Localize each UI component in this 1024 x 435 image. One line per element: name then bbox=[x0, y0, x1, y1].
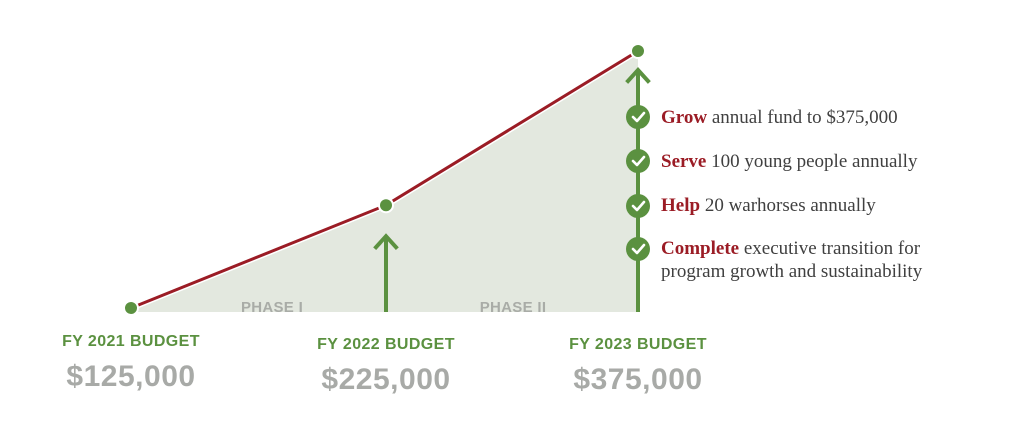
goal-text: annual fund to $375,000 bbox=[707, 107, 898, 128]
check-icon bbox=[626, 105, 650, 129]
goal-text: 100 young people annually bbox=[706, 151, 918, 172]
goal-help: Help 20 warhorses annually bbox=[661, 194, 876, 217]
goal-keyword: Serve bbox=[661, 151, 707, 172]
phase-label-2: PHASE II bbox=[480, 299, 547, 316]
goal-keyword: Grow bbox=[661, 107, 708, 128]
budget-value-2022: $225,000 bbox=[321, 363, 451, 396]
goal-text: executive transition for bbox=[739, 238, 921, 259]
data-point-fy-2021 bbox=[123, 300, 139, 316]
growth-area bbox=[131, 51, 638, 312]
data-point-fy-2023 bbox=[630, 43, 646, 59]
goal-serve: Serve 100 young people annually bbox=[661, 150, 917, 173]
arrow-head-fy-2022 bbox=[373, 233, 399, 251]
goal-text: 20 warhorses annually bbox=[700, 195, 876, 216]
data-point-fy-2022 bbox=[378, 197, 394, 214]
check-icon bbox=[626, 194, 650, 218]
goal-keyword: Help bbox=[661, 195, 701, 216]
arrow-head-fy-2023 bbox=[625, 67, 651, 84]
goal-grow: Grow annual fund to $375,000 bbox=[661, 106, 898, 129]
budget-label-2021: FY 2021 BUDGET bbox=[62, 333, 200, 350]
budget-value-2023: $375,000 bbox=[573, 363, 703, 396]
phase-label-1: PHASE I bbox=[241, 299, 303, 316]
data-points bbox=[123, 43, 646, 316]
goal-text-line2: program growth and sustainability bbox=[661, 261, 923, 282]
budget-label-2022: FY 2022 BUDGET bbox=[317, 336, 455, 353]
goal-checks bbox=[626, 105, 650, 261]
goal-keyword: Complete bbox=[661, 238, 740, 259]
budget-label-2023: FY 2023 BUDGET bbox=[569, 336, 707, 353]
budget-value-2021: $125,000 bbox=[66, 360, 196, 393]
check-icon bbox=[626, 149, 650, 173]
goal-complete: Complete executive transition for progra… bbox=[661, 237, 922, 283]
check-icon bbox=[626, 237, 650, 261]
